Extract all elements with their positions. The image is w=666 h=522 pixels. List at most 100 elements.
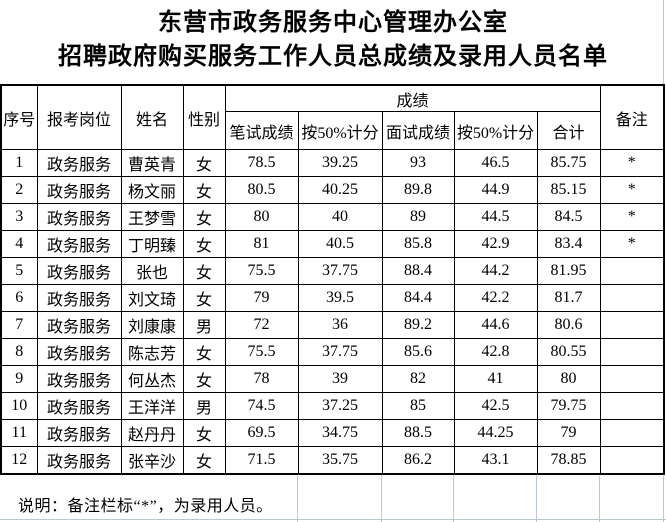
cell-interview-weighted: 44.6 <box>453 311 538 339</box>
cell-no: 4 <box>0 230 38 258</box>
cell-position: 政务服务 <box>36 392 122 420</box>
score-table: 序号 报考岗位 姓名 性别 成绩 备注 笔试成绩 按50%计分 面试成绩 按50… <box>0 84 666 475</box>
cell-name: 曹英青 <box>120 149 184 177</box>
cell-no: 2 <box>0 176 38 204</box>
cell-name: 张也 <box>120 257 184 285</box>
cell-position: 政务服务 <box>36 176 122 204</box>
cell-written-weighted: 37.75 <box>297 257 383 285</box>
cell-interview-score: 88.5 <box>381 419 455 447</box>
cell-total: 81.7 <box>536 284 601 312</box>
cell-total: 84.5 <box>536 203 601 231</box>
cell-gender: 女 <box>182 230 226 258</box>
cell-gender: 男 <box>182 311 226 339</box>
header-interview-score: 面试成绩 <box>381 111 455 150</box>
cell-gender: 女 <box>182 149 226 177</box>
table-row: 6 政务服务 刘文琦 女 79 39.5 84.4 42.2 81.7 <box>0 284 665 312</box>
cell-interview-weighted: 44.25 <box>453 419 538 447</box>
cell-written-score: 79 <box>224 284 299 312</box>
table-row: 9 政务服务 何丛杰 女 78 39 82 41 80 <box>0 365 665 393</box>
cell-name: 丁明臻 <box>120 230 184 258</box>
cell-no: 9 <box>0 365 38 393</box>
document-title: 东营市政务服务中心管理办公室 招聘政府购买服务工作人员总成绩及录用人员名单 <box>0 6 666 74</box>
cell-written-weighted: 35.75 <box>297 446 383 475</box>
cell-remark: * <box>599 149 665 177</box>
cell-interview-weighted: 44.9 <box>453 176 538 204</box>
cell-written-score: 69.5 <box>224 419 299 447</box>
cell-total: 81.95 <box>536 257 601 285</box>
cell-no: 7 <box>0 311 38 339</box>
header-score-group: 成绩 <box>224 84 601 112</box>
header-position: 报考岗位 <box>36 84 122 150</box>
header-written-weighted: 按50%计分 <box>297 111 383 150</box>
table-row: 5 政务服务 张也 女 75.5 37.75 88.4 44.2 81.95 <box>0 257 665 285</box>
cell-interview-score: 88.4 <box>381 257 455 285</box>
cell-written-score: 72 <box>224 311 299 339</box>
table-row: 3 政务服务 王梦雪 女 80 40 89 44.5 84.5 * <box>0 203 665 231</box>
document-title-line2: 招聘政府购买服务工作人员总成绩及录用人员名单 <box>58 44 608 70</box>
cell-written-score: 78 <box>224 365 299 393</box>
header-row-group: 序号 报考岗位 姓名 性别 成绩 备注 <box>0 84 665 150</box>
cell-total: 85.15 <box>536 176 601 204</box>
cell-interview-weighted: 44.5 <box>453 203 538 231</box>
header-gender: 性别 <box>182 84 226 150</box>
header-name: 姓名 <box>120 84 184 150</box>
excel-gridline-right-top <box>663 0 664 84</box>
cell-gender: 女 <box>182 284 226 312</box>
cell-position: 政务服务 <box>36 230 122 258</box>
cell-no: 11 <box>0 419 38 447</box>
cell-written-weighted: 40 <box>297 203 383 231</box>
cell-total: 80 <box>536 365 601 393</box>
cell-position: 政务服务 <box>36 149 122 177</box>
cell-total: 83.4 <box>536 230 601 258</box>
cell-name: 王洋洋 <box>120 392 184 420</box>
cell-remark <box>599 419 665 447</box>
cell-no: 12 <box>0 446 38 475</box>
cell-interview-weighted: 44.2 <box>453 257 538 285</box>
cell-remark <box>599 365 665 393</box>
cell-remark <box>599 257 665 285</box>
cell-interview-score: 82 <box>381 365 455 393</box>
table-row: 11 政务服务 赵丹丹 女 69.5 34.75 88.5 44.25 79 <box>0 419 665 447</box>
cell-interview-score: 85.8 <box>381 230 455 258</box>
cell-interview-score: 84.4 <box>381 284 455 312</box>
cell-written-weighted: 39.5 <box>297 284 383 312</box>
cell-written-weighted: 36 <box>297 311 383 339</box>
cell-position: 政务服务 <box>36 365 122 393</box>
cell-remark: * <box>599 203 665 231</box>
cell-name: 杨文丽 <box>120 176 184 204</box>
cell-position: 政务服务 <box>36 311 122 339</box>
cell-written-weighted: 40.25 <box>297 176 383 204</box>
cell-remark <box>599 446 665 475</box>
cell-total: 85.75 <box>536 149 601 177</box>
cell-interview-weighted: 42.8 <box>453 338 538 366</box>
excel-gridline-bottom-1 <box>297 476 298 522</box>
cell-gender: 女 <box>182 338 226 366</box>
header-written-score: 笔试成绩 <box>224 111 299 150</box>
cell-interview-weighted: 42.9 <box>453 230 538 258</box>
cell-written-weighted: 39.25 <box>297 149 383 177</box>
cell-written-score: 80.5 <box>224 176 299 204</box>
cell-position: 政务服务 <box>36 338 122 366</box>
cell-gender: 女 <box>182 176 226 204</box>
cell-interview-weighted: 41 <box>453 365 538 393</box>
cell-remark <box>599 338 665 366</box>
header-no: 序号 <box>0 84 38 150</box>
cell-name: 何丛杰 <box>120 365 184 393</box>
cell-interview-weighted: 43.1 <box>453 446 538 475</box>
table-row: 1 政务服务 曹英青 女 78.5 39.25 93 46.5 85.75 * <box>0 149 665 177</box>
cell-name: 刘康康 <box>120 311 184 339</box>
cell-interview-score: 85 <box>381 392 455 420</box>
footnote: 说明：备注栏标“*”，为录用人员。 <box>18 498 273 515</box>
cell-written-score: 81 <box>224 230 299 258</box>
cell-written-score: 78.5 <box>224 149 299 177</box>
cell-position: 政务服务 <box>36 419 122 447</box>
cell-gender: 女 <box>182 419 226 447</box>
cell-written-score: 74.5 <box>224 392 299 420</box>
cell-written-weighted: 40.5 <box>297 230 383 258</box>
score-table-body: 1 政务服务 曹英青 女 78.5 39.25 93 46.5 85.75 * … <box>0 149 665 475</box>
excel-gridline-bottom-3 <box>453 476 454 522</box>
cell-name: 王梦雪 <box>120 203 184 231</box>
cell-no: 8 <box>0 338 38 366</box>
cell-remark <box>599 311 665 339</box>
